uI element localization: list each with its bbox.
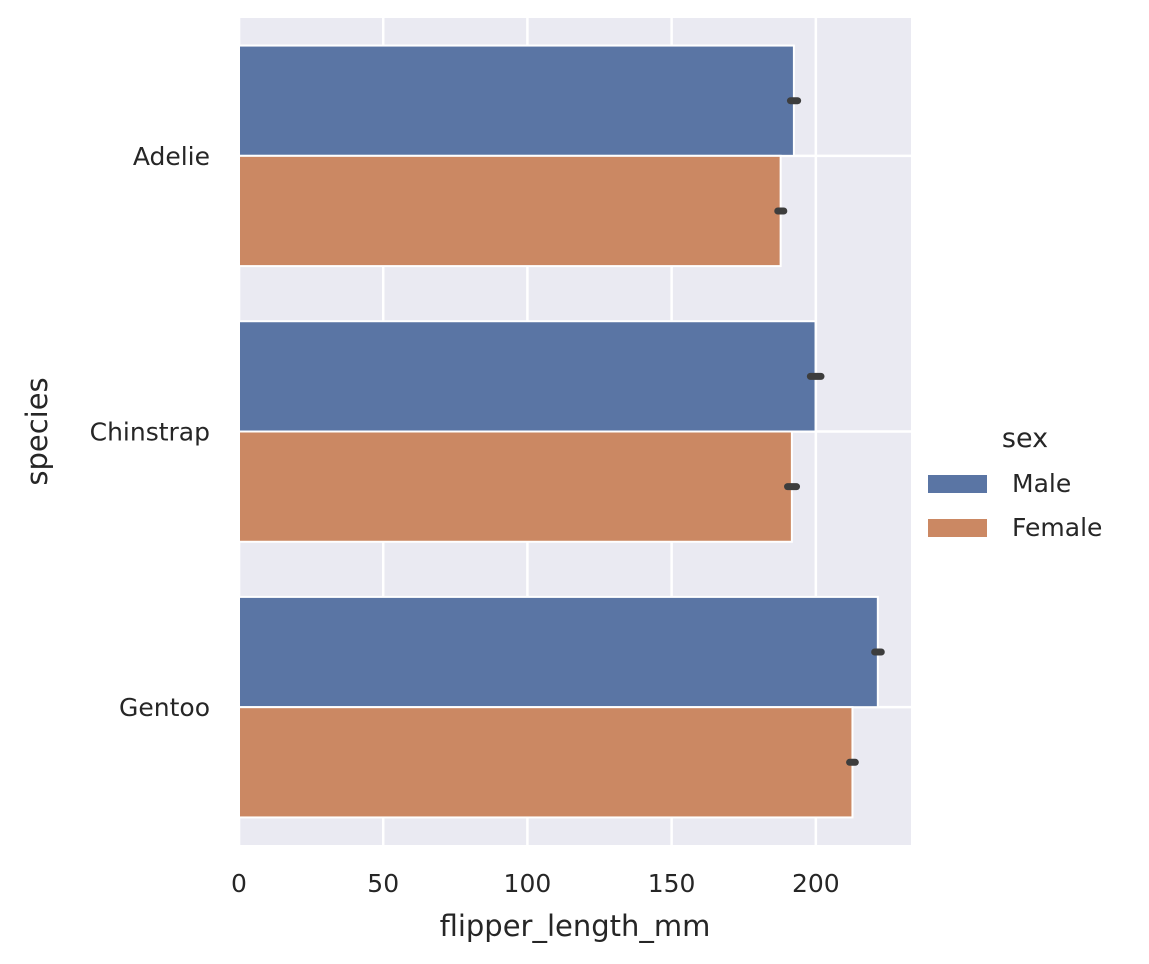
legend-title: sex [1002,423,1048,454]
bars [238,44,879,819]
x-tick-label: 100 [504,869,552,898]
bar-gentoo-male [238,595,879,709]
y-tick-label-adelie: Adelie [133,142,210,171]
y-tick-label-gentoo: Gentoo [119,693,210,722]
legend: sex Male Female [928,423,1102,542]
x-tick-label: 50 [367,869,399,898]
x-axis-title: flipper_length_mm [440,909,711,943]
legend-label-male: Male [1012,469,1071,498]
bar-chinstrap-female [238,430,793,543]
y-tick-label-chinstrap: Chinstrap [90,418,210,447]
error-bars [774,97,885,766]
bar-chinstrap-male [238,320,817,433]
bar-gentoo-female [238,706,854,819]
legend-swatch-female [928,519,987,537]
x-tick-labels: 0 50 100 150 200 [231,869,840,898]
legend-label-female: Female [1012,513,1102,542]
bar-adelie-male [238,44,795,157]
y-tick-labels: Adelie Chinstrap Gentoo [90,142,210,722]
x-tick-label: 200 [792,869,840,898]
bar-adelie-female [238,154,782,268]
legend-swatch-male [928,475,987,493]
x-tick-label: 150 [648,869,696,898]
y-axis-title: species [20,377,54,485]
x-tick-label: 0 [231,869,247,898]
